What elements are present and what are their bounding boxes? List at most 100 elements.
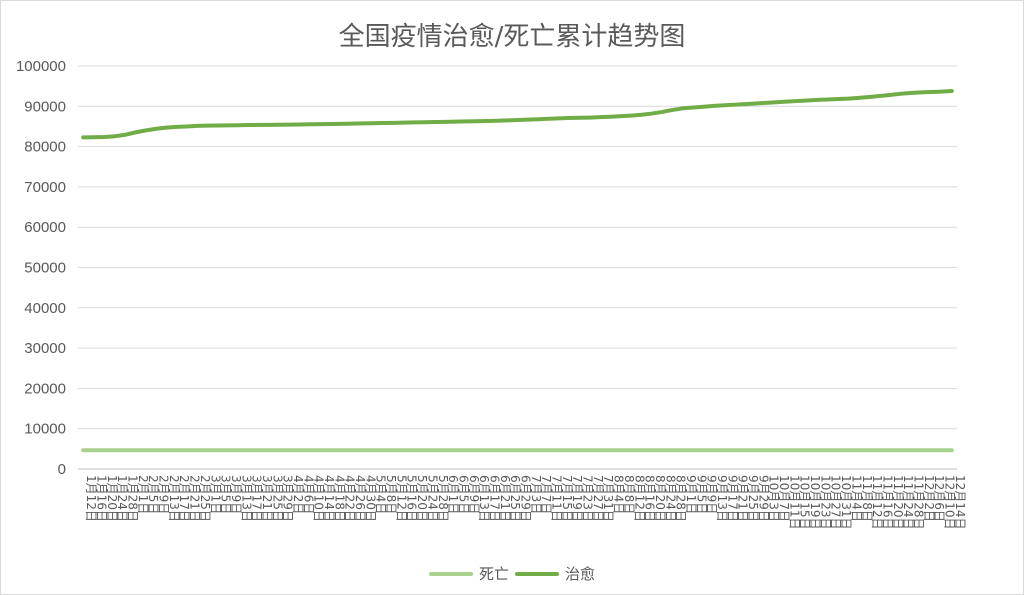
x-tick-label: 4月6日 [301, 475, 315, 514]
x-tick-label: 8月12日 [632, 475, 646, 522]
x-tick-label: 3月13日 [239, 475, 253, 522]
x-tick-label: 6月25日 [508, 475, 522, 522]
x-tick-label: 8月24日 [663, 475, 677, 522]
x-tick-label: 1月16日 [95, 475, 109, 522]
x-tick-label: 12月14日 [953, 475, 967, 530]
y-tick-label: 70000 [24, 179, 66, 196]
x-tick-label: 10月7日 [777, 475, 791, 522]
legend-item-cured: 治愈 [515, 563, 595, 584]
y-tick-label: 20000 [24, 380, 66, 397]
x-tick-label: 11月8日 [860, 475, 874, 522]
x-tick-label: 9月13日 [715, 475, 729, 522]
x-tick-label: 3月25日 [270, 475, 284, 522]
x-tick-label: 7月23日 [581, 475, 595, 522]
x-tick-label: 8月20日 [653, 475, 667, 522]
y-tick-label: 10000 [24, 421, 66, 438]
x-tick-label: 6月5日 [456, 475, 470, 514]
y-axis-ticks: 0 10000 20000 30000 40000 50000 60000 70000 8000… [16, 58, 66, 478]
x-tick-label: 8月4日 [612, 475, 626, 514]
x-tick-label: 2月25日 [198, 475, 212, 522]
grid-lines [78, 65, 957, 470]
legend: 死亡 治愈 [0, 563, 1024, 584]
x-tick-label: 3月17日 [250, 475, 264, 522]
x-tick-label: 6月1日 [446, 475, 460, 514]
x-tick-label: 7月19日 [570, 475, 584, 522]
x-tick-label: 2月5日 [146, 475, 160, 514]
x-tick-label: 11月28日 [911, 475, 925, 530]
x-tick-label: 6月29日 [519, 475, 533, 522]
x-tick-label: 11月24日 [901, 475, 915, 530]
x-tick-label: 7月7日 [539, 475, 553, 514]
x-tick-label: 5月16日 [405, 475, 419, 522]
x-tick-label: 6月17日 [487, 475, 501, 522]
y-tick-label: 90000 [24, 98, 66, 115]
x-tick-label: 9月17日 [725, 475, 739, 522]
chart-title: 全国疫情治愈/死亡累计趋势图 [338, 22, 686, 52]
x-tick-label: 12月6日 [932, 475, 946, 522]
x-tick-label: 5月24日 [425, 475, 439, 522]
x-tick-label: 4月30日 [363, 475, 377, 522]
x-tick-label: 8月8日 [622, 475, 636, 514]
y-tick-label: 30000 [24, 340, 66, 357]
x-tick-label: 11月20日 [891, 475, 905, 530]
x-tick-label: 10月23日 [818, 475, 832, 530]
x-tick-label: 1月28日 [126, 475, 140, 522]
x-tick-label: 12月10日 [942, 475, 956, 530]
x-tick-label: 10月27日 [829, 475, 843, 530]
x-tick-label: 5月20日 [415, 475, 429, 522]
x-tick-label: 7月31日 [601, 475, 615, 522]
x-tick-label: 9月21日 [736, 475, 750, 522]
y-tick-label: 80000 [24, 139, 66, 156]
legend-item-death: 死亡 [428, 563, 509, 584]
x-tick-label: 6月13日 [477, 475, 491, 522]
x-tick-label: 9月5日 [694, 475, 708, 514]
x-tick-label: 2月1日 [136, 475, 150, 514]
x-tick-label: 1月12日 [84, 475, 98, 522]
y-tick-label: 0 [58, 461, 66, 478]
x-tick-label: 8月28日 [674, 475, 688, 522]
y-tick-label: 100000 [16, 58, 66, 75]
x-tick-label: 3月9日 [229, 475, 243, 514]
series-lines [81, 88, 954, 453]
x-tick-label: 1月24日 [115, 475, 129, 522]
legend-label-death: 死亡 [478, 565, 509, 583]
x-tick-label: 4月26日 [353, 475, 367, 522]
x-tick-label: 6月9日 [467, 475, 481, 514]
x-tick-label: 4月2日 [291, 475, 305, 514]
x-tick-label: 3月29日 [281, 475, 295, 522]
x-tick-label: 2月9日 [157, 475, 171, 514]
x-tick-label: 9月25日 [746, 475, 760, 522]
y-tick-label: 60000 [24, 219, 66, 236]
y-tick-label: 50000 [24, 260, 66, 277]
x-tick-label: 11月16日 [880, 475, 894, 530]
legend-swatch-death [428, 571, 473, 576]
x-tick-label: 5月28日 [436, 475, 450, 522]
x-tick-label: 10月19日 [808, 475, 822, 530]
series-line-cured [81, 88, 954, 140]
x-tick-label: 2月13日 [167, 475, 181, 522]
x-tick-label: 3月1日 [208, 475, 222, 514]
x-tick-label: 2月21日 [188, 475, 202, 522]
legend-swatch-cured [515, 571, 559, 576]
x-tick-label: 4月10日 [312, 475, 326, 522]
x-tick-label: 7月3日 [529, 475, 543, 514]
x-tick-label: 4月14日 [322, 475, 336, 522]
x-tick-label: 4月18日 [332, 475, 346, 522]
x-tick-label: 7月27日 [591, 475, 605, 522]
x-tick-label: 7月15日 [560, 475, 574, 522]
x-tick-label: 3月5日 [219, 475, 233, 514]
x-tick-label: 5月4日 [374, 475, 388, 514]
x-tick-label: 9月29日 [756, 475, 770, 522]
x-tick-label: 11月12日 [870, 475, 884, 530]
x-tick-label: 3月21日 [260, 475, 274, 522]
x-tick-label: 10月11日 [787, 475, 801, 530]
x-tick-label: 9月9日 [705, 475, 719, 514]
x-tick-label: 2月17日 [177, 475, 191, 522]
x-tick-label: 4月22日 [343, 475, 357, 522]
x-tick-label: 12月2日 [922, 475, 936, 522]
x-tick-label: 10月31日 [839, 475, 853, 530]
x-tick-label: 11月4日 [849, 475, 863, 522]
x-tick-label: 8月16日 [643, 475, 657, 522]
x-tick-label: 5月8日 [384, 475, 398, 514]
